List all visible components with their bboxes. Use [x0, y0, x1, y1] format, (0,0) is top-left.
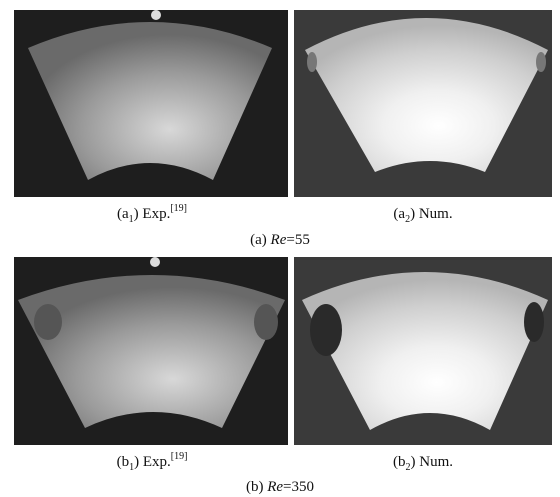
label-part: ) Num. [410, 206, 453, 222]
panel-label: (b2) Num. [393, 454, 453, 473]
label-part: Re [270, 232, 287, 248]
panel-label: (b1) Exp.[19] [117, 451, 188, 473]
caption: (b) Re=350 [246, 479, 314, 495]
vortex [524, 302, 544, 342]
label-part: ) Num. [411, 454, 454, 470]
label-part: (a) [250, 232, 270, 248]
label-part: ) Exp. [134, 454, 171, 470]
marker [150, 257, 160, 267]
label-part: =350 [283, 479, 314, 495]
marker [151, 10, 161, 20]
panel-label: (a2) Num. [393, 206, 452, 225]
vortex [307, 52, 317, 72]
vortex [254, 304, 278, 340]
caption: (a) Re=55 [250, 232, 310, 248]
label-part: (b [393, 454, 406, 470]
label-part: (a [117, 206, 129, 222]
label-part: Re [266, 479, 283, 495]
panel-label: (a1) Exp.[19] [117, 203, 187, 225]
label-part: (b [117, 454, 130, 470]
figure: (a1) Exp.[19] (a2) Num. (a) Re=55 (b1) E… [0, 0, 560, 497]
label-part: ) Exp. [134, 206, 171, 222]
label-part: [19] [170, 203, 187, 214]
vortex [310, 304, 342, 356]
label-part: (a [393, 206, 405, 222]
vortex [536, 52, 546, 72]
label-part: (b) [246, 479, 267, 495]
label-part: [19] [171, 451, 188, 462]
label-part: =55 [286, 232, 309, 248]
vortex [34, 304, 62, 340]
